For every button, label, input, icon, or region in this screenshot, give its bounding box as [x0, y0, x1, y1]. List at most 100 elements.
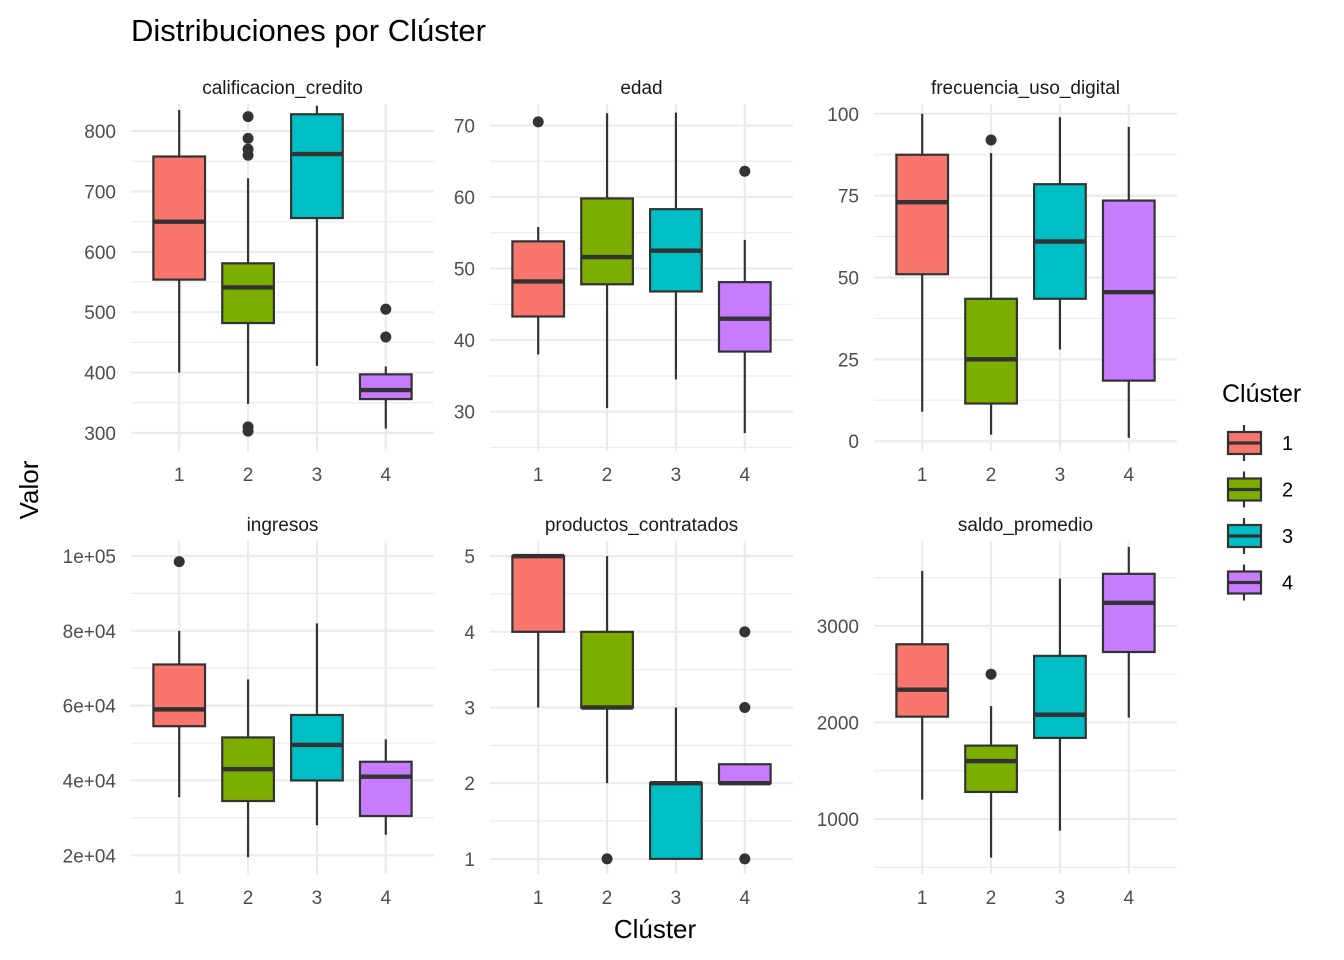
y-tick-label: 60	[454, 188, 475, 209]
facet-strip-title: edad	[620, 78, 662, 99]
box-cluster-3	[649, 707, 703, 860]
iqr-box	[511, 240, 566, 318]
facet-panel-frecuencia-uso-digital: frecuencia_uso_digital 0 25 50 75 100 1 2 3 4	[827, 78, 1177, 486]
legend-label: 1	[1282, 433, 1293, 455]
x-tick-label: 1	[174, 888, 185, 909]
iqr-box	[152, 155, 207, 281]
iqr-box	[649, 782, 703, 860]
x-tick-label: 2	[602, 465, 613, 486]
box-cluster-2	[221, 679, 275, 858]
box-cluster-2	[580, 113, 634, 409]
y-tick-label: 50	[838, 269, 859, 290]
box-cluster-2	[964, 668, 1018, 858]
x-tick-label: 4	[381, 465, 392, 486]
x-tick-label: 3	[1055, 888, 1066, 909]
legend-key-2: 2	[1226, 471, 1293, 508]
y-tick-label: 3	[464, 699, 475, 720]
y-tick-label: 500	[84, 303, 116, 324]
iqr-box	[895, 643, 950, 718]
box-cluster-1	[511, 553, 566, 708]
y-tick-label: 2000	[817, 713, 859, 734]
legend-label: 3	[1282, 526, 1293, 548]
box-cluster-1	[152, 110, 207, 373]
iqr-box	[290, 713, 344, 782]
y-tick-label: 2e+04	[63, 846, 117, 867]
box-cluster-1	[152, 556, 207, 798]
x-tick-label: 2	[602, 888, 613, 909]
y-axis-label: Valor	[14, 460, 44, 519]
legend-label: 4	[1282, 573, 1293, 595]
x-tick-label: 4	[381, 888, 392, 909]
x-tick-label: 3	[671, 888, 682, 909]
y-tick-label: 6e+04	[63, 697, 117, 718]
box-cluster-3	[1033, 117, 1087, 350]
y-tick-label: 400	[84, 364, 116, 385]
iqr-box	[580, 630, 634, 709]
legend-key-3: 3	[1226, 518, 1293, 554]
iqr-box	[964, 744, 1018, 794]
y-tick-label: 1e+05	[63, 547, 116, 568]
x-tick-label: 1	[917, 888, 928, 909]
y-tick-label: 30	[454, 403, 475, 424]
outlier-point	[380, 303, 392, 315]
box-cluster-4	[717, 165, 772, 434]
box-cluster-3	[649, 112, 703, 380]
outlier-point	[985, 668, 997, 680]
facet-panel-edad: edad 30 40 50 60 70 1 2 3 4	[454, 78, 793, 486]
x-tick-label: 4	[1124, 888, 1135, 909]
x-tick-label: 3	[671, 465, 682, 486]
facet-panel-productos-contratados: productos_contratados 1 2 3 4 5 1 2 3 4	[464, 515, 793, 909]
facet-panel-ingresos: ingresos 2e+04 4e+04 6e+04 8e+04 1e+05 1 2 3 4	[63, 515, 434, 909]
box-cluster-2	[221, 111, 275, 437]
box-cluster-3	[1033, 578, 1087, 831]
y-tick-label: 1000	[817, 810, 859, 831]
box-cluster-2	[964, 134, 1018, 435]
x-tick-label: 4	[1124, 465, 1135, 486]
iqr-box	[290, 113, 344, 220]
outlier-point	[532, 116, 544, 128]
box-cluster-4	[1101, 126, 1156, 438]
outlier-point	[985, 134, 997, 146]
outlier-point	[739, 702, 751, 713]
x-axis-label: Clúster	[614, 914, 697, 944]
facet-panel-calificacion-credito: calificacion_credito 300 400 500 600 700 800 1 2…	[84, 78, 434, 486]
y-tick-label: 4	[464, 623, 475, 644]
outlier-point	[739, 626, 751, 638]
chart-title: Distribuciones por Clúster	[131, 13, 486, 48]
x-tick-label: 4	[740, 888, 751, 909]
y-tick-label: 800	[84, 122, 116, 143]
outlier-point	[242, 425, 254, 437]
facet-strip-title: frecuencia_uso_digital	[931, 78, 1120, 99]
box-cluster-3	[290, 623, 344, 826]
box-cluster-2	[580, 556, 634, 865]
legend: Clúster 1 2 3 4	[1222, 380, 1301, 601]
box-cluster-4	[717, 626, 772, 865]
legend-label: 2	[1282, 480, 1293, 502]
box-cluster-3	[290, 105, 344, 366]
x-tick-label: 3	[312, 888, 323, 909]
box-cluster-1	[895, 570, 950, 800]
x-tick-label: 2	[986, 465, 997, 486]
outlier-point	[242, 111, 254, 123]
x-tick-label: 2	[243, 888, 254, 909]
box-cluster-4	[1101, 546, 1156, 718]
y-tick-label: 40	[454, 331, 475, 352]
y-tick-label: 300	[84, 424, 116, 445]
iqr-box	[717, 763, 772, 785]
y-tick-label: 0	[848, 432, 859, 453]
iqr-box	[895, 153, 950, 276]
y-tick-label: 5	[464, 547, 475, 568]
iqr-box	[580, 197, 634, 286]
iqr-box	[152, 663, 207, 728]
facet-strip-title: calificacion_credito	[202, 78, 363, 99]
box-cluster-1	[895, 113, 950, 412]
y-tick-label: 600	[84, 243, 116, 264]
outlier-point	[242, 132, 254, 144]
x-tick-label: 1	[917, 465, 928, 486]
iqr-box	[1101, 572, 1156, 654]
facet-strip-title: saldo_promedio	[958, 515, 1093, 536]
box-cluster-4	[358, 303, 413, 429]
iqr-box	[221, 262, 275, 325]
